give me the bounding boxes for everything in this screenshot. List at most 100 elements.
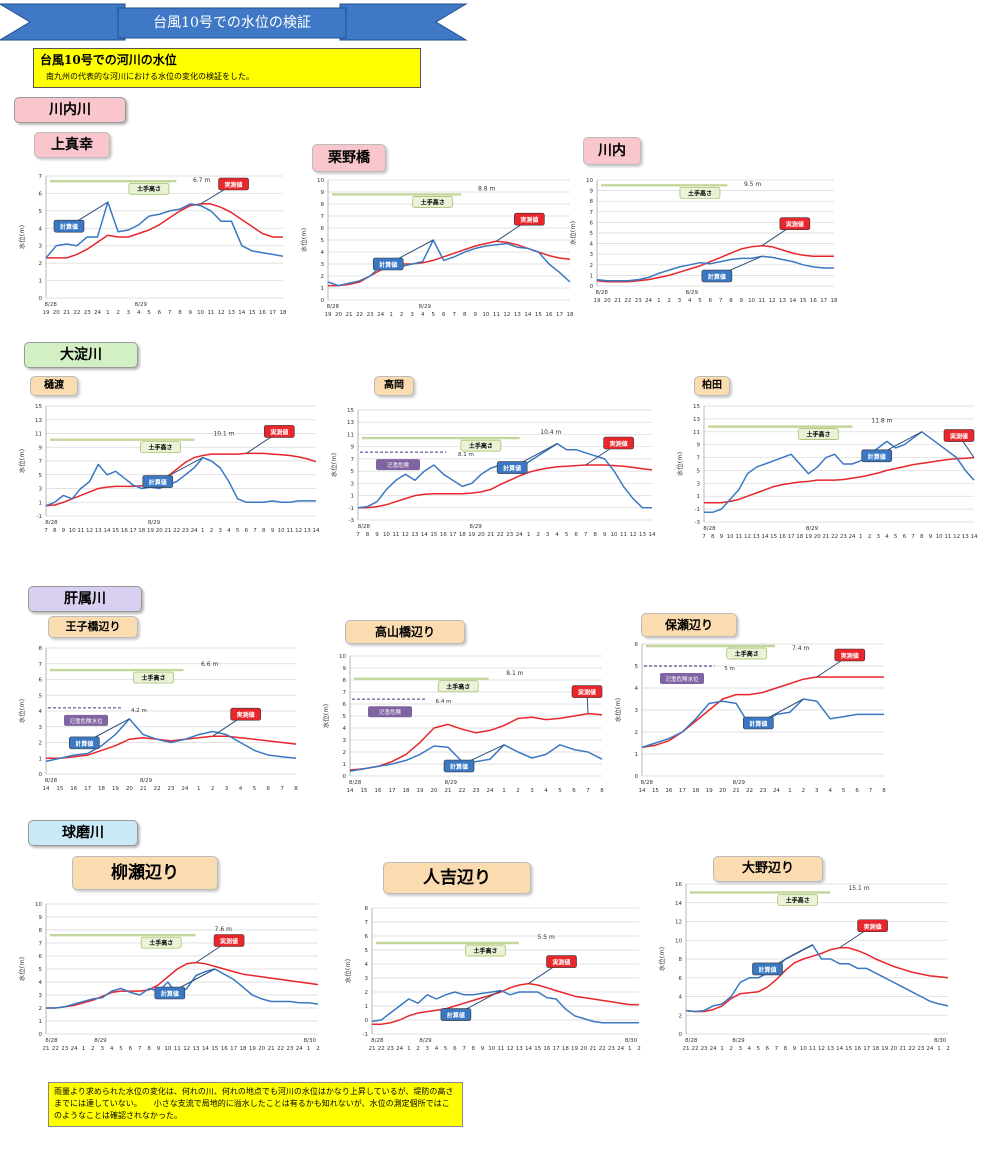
x-tick-label: 17 [679, 788, 686, 794]
banner-center [117, 7, 347, 39]
x-tick-label: 1 [197, 786, 201, 792]
y-tick-label: 0 [321, 298, 325, 304]
x-tick-label: 8 [593, 532, 597, 538]
y-tick-label: -1 [363, 1032, 368, 1038]
x-tick-label: 10 [69, 528, 76, 534]
observed-series-line [372, 982, 639, 1025]
y-tick-label: 10 [339, 654, 346, 660]
x-tick-label: 7 [280, 786, 284, 792]
x-tick-label: 16 [440, 532, 447, 538]
y-tick-label: 2 [343, 750, 347, 756]
levee-tag-box [777, 894, 819, 906]
x-tick-label: 11 [944, 534, 951, 540]
x-tick-label: 17 [553, 1046, 560, 1052]
x-tick-label: 22 [173, 528, 180, 534]
computed-tag-label: 計算値 [503, 465, 521, 473]
x-tick-label: 18 [562, 1046, 569, 1052]
x-tick-label: 3 [738, 1046, 742, 1052]
y-axis-label: 水位(m) [299, 228, 308, 252]
x-tick-label: 1 [937, 1046, 941, 1052]
y-tick-label: 9 [321, 190, 325, 196]
y-tick-label: 9 [590, 189, 594, 195]
x-tick-label: 18 [138, 528, 145, 534]
x-tick-label: 13 [304, 528, 311, 534]
observed-tag-label: 実測値 [950, 433, 968, 441]
x-tick-label: 11 [758, 298, 765, 304]
date-label: 8/28 [685, 1038, 698, 1044]
levee-height-value: 5.5 m [538, 934, 555, 941]
x-tick-label: 17 [230, 1046, 237, 1052]
y-tick-label: 16 [675, 882, 682, 888]
banner-ribbon-left [0, 3, 126, 41]
y-tick-label: 5 [39, 693, 43, 699]
x-tick-label: 14 [789, 298, 796, 304]
x-tick-label: 20 [580, 1046, 587, 1052]
x-tick-label: 2 [316, 1046, 320, 1052]
x-tick-label: 18 [98, 786, 105, 792]
conclusion-note: 雨量より求められた水位の変化は、何れの川、何れの地点でも河川の水位はかなり上昇し… [48, 1082, 463, 1127]
date-label: 8/29 [733, 780, 746, 786]
x-tick-label: 13 [516, 1046, 523, 1052]
levee-tag-label: 土手高さ [141, 674, 165, 682]
x-tick-label: 7 [44, 528, 48, 534]
levee-tag-box [412, 196, 454, 208]
date-label: 8/28 [45, 520, 58, 526]
y-tick-label: 8 [590, 199, 594, 205]
x-tick-label: 10 [482, 312, 489, 318]
x-tick-label: 6 [129, 1046, 133, 1052]
x-tick-label: 19 [147, 528, 154, 534]
y-tick-label: 1 [697, 494, 701, 500]
y-tick-label: 8 [679, 957, 683, 963]
x-tick-label: 14 [43, 786, 50, 792]
x-tick-label: 23 [387, 1046, 394, 1052]
observed-tag-label: 実測値 [237, 711, 255, 719]
x-tick-label: 12 [818, 1046, 825, 1052]
x-tick-label: 2 [416, 1046, 420, 1052]
x-tick-label: 10 [727, 534, 734, 540]
x-tick-label: 17 [788, 534, 795, 540]
x-tick-label: 2 [116, 310, 120, 316]
computed-tag-box [861, 449, 893, 463]
alert-level-value: 6.4 m [436, 699, 452, 705]
levee-tag-label: 土手高さ [137, 185, 161, 193]
date-label: 8/28 [371, 1038, 384, 1044]
observed-series-line [641, 676, 884, 749]
alert-level-value: 5 m [724, 666, 735, 672]
x-tick-label: 24 [296, 1046, 303, 1052]
levee-height-value: 10.4 m [540, 429, 561, 436]
x-tick-label: 5 [558, 788, 562, 794]
x-tick-label: 16 [121, 528, 128, 534]
alert-tag-label: 氾濫危険水位 [665, 675, 699, 683]
x-tick-label: 12 [507, 1046, 514, 1052]
x-tick-label: 9 [793, 1046, 797, 1052]
x-tick-label: 1 [628, 1046, 632, 1052]
x-tick-label: 24 [773, 788, 780, 794]
x-tick-label: 16 [810, 298, 817, 304]
river-label: 球磨川 [28, 820, 138, 846]
computed-tag-box [701, 269, 733, 283]
observed-tag-label: 実測値 [578, 689, 596, 697]
x-tick-label: 14 [761, 534, 768, 540]
x-tick-label: 16 [259, 310, 266, 316]
levee-tag: 土手高さ [128, 182, 170, 195]
x-tick-label: 5 [119, 1046, 123, 1052]
y-tick-label: -3 [695, 520, 701, 526]
y-tick-label: 5 [39, 967, 43, 973]
x-tick-label: 23 [760, 788, 767, 794]
x-tick-label: 11 [493, 312, 500, 318]
levee-tag-box [140, 441, 181, 454]
y-tick-label: 15 [347, 408, 354, 414]
x-tick-label: 1 [788, 788, 792, 794]
alert-tag-label: 氾濫危険 [387, 461, 410, 469]
intro-box: 台風10号での河川の水位 南九州の代表的な河川における水位の変化の検証をした。 [33, 48, 421, 88]
y-tick-label: 7 [590, 210, 594, 216]
x-tick-label: 16 [779, 534, 786, 540]
observed-series-line [45, 452, 317, 507]
y-tick-label: 8 [39, 928, 43, 934]
x-tick-label: 13 [95, 528, 102, 534]
x-tick-label: 20 [478, 532, 485, 538]
x-tick-label: 24 [377, 312, 384, 318]
station-label: 柳瀬辺り [72, 856, 218, 890]
